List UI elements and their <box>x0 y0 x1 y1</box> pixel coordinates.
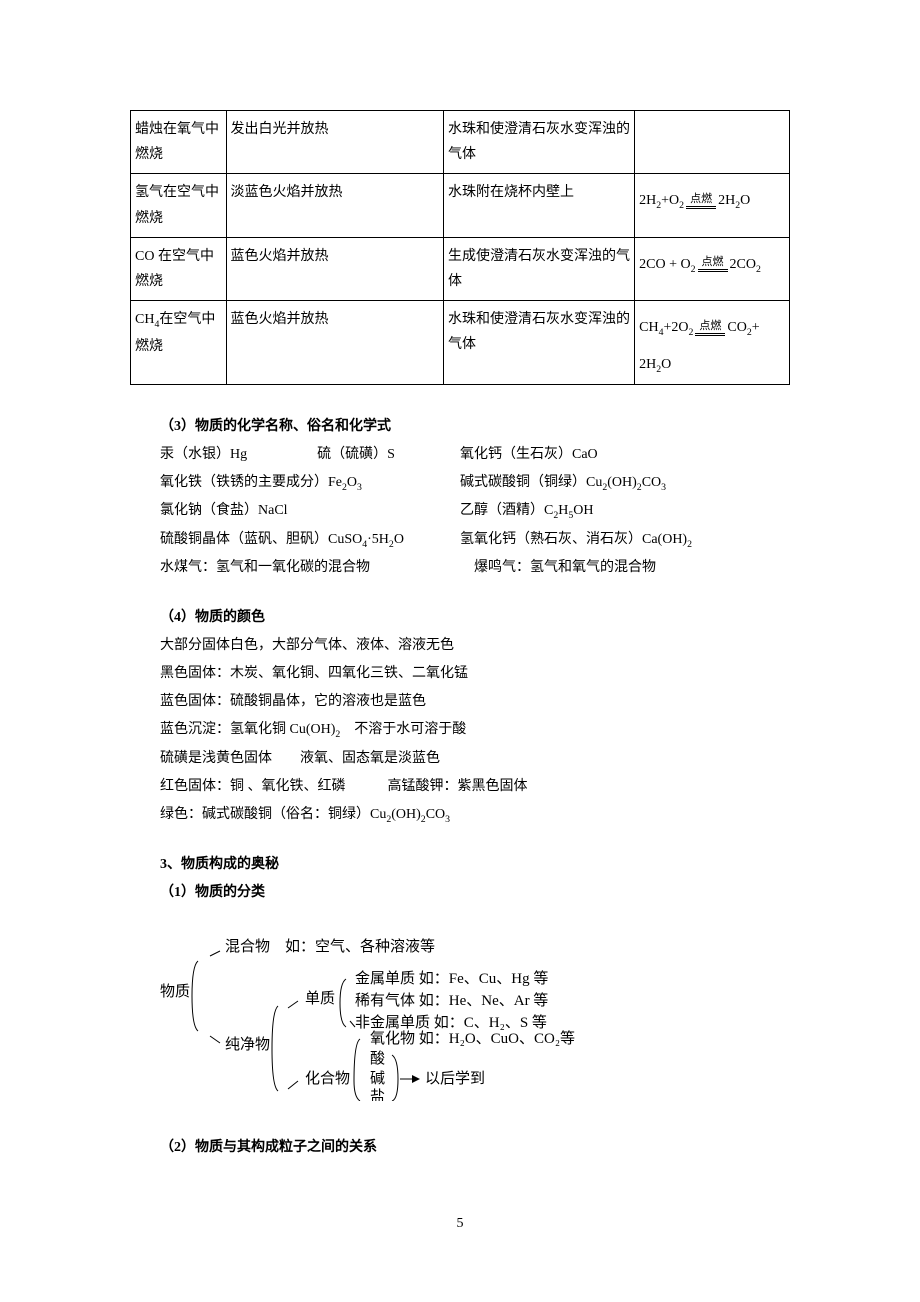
text: 氢氧化钙（熟石灰、消石灰）Ca(OH)2 <box>460 526 692 554</box>
text: 大部分固体白色，大部分气体、液体、溶液无色 <box>160 632 790 660</box>
sub-heading: （1）物质的分类 <box>160 879 790 907</box>
text: 硫酸铜晶体（蓝矾、胆矾）CuSO4·5H2O <box>160 526 460 554</box>
eq-left: 2CO + O2 <box>639 252 695 278</box>
section-4-colors: （4）物质的颜色 大部分固体白色，大部分气体、液体、溶液无色 黑色固体：木炭、氧… <box>130 604 790 829</box>
cell: 淡蓝色火焰并放热 <box>226 174 443 237</box>
eq-extra: 2H2O <box>639 352 671 378</box>
cell-equation <box>635 111 790 174</box>
tree-compound: 化合物 <box>305 1070 350 1087</box>
text: 氧化钙（生石灰）CaO <box>460 441 598 469</box>
tree-element: 单质 <box>305 990 335 1007</box>
text: 乙醇（酒精）C2H5OH <box>460 497 594 525</box>
cell-equation: CH4+2O2 点燃 CO2+ 2H2O <box>635 301 790 385</box>
tree-pure: 纯净物 <box>225 1036 270 1053</box>
tree-salt: 盐 <box>370 1088 385 1101</box>
cell: CO 在空气中燃烧 <box>131 237 227 300</box>
cell-equation: 2H2+O2 点燃 2H2O <box>635 174 790 237</box>
classification-tree-diagram: 物质 混合物 如：空气、各种溶液等 纯净物 单质 金属单质 如：Fe、Cu、Hg… <box>160 921 720 1101</box>
tree-root: 物质 <box>160 983 190 1000</box>
cell: 蜡烛在氧气中燃烧 <box>131 111 227 174</box>
table-row: CH4在空气中燃烧 蓝色火焰并放热 水珠和使澄清石灰水变浑浊的气体 CH4+2O… <box>131 301 790 385</box>
text: 爆鸣气：氢气和氧气的混合物 <box>460 554 656 582</box>
text: 水煤气：氢气和一氧化碳的混合物 <box>160 554 460 582</box>
ignite-icon: 点燃 <box>698 257 728 272</box>
text: 绿色：碱式碳酸铜（俗名：铜绿）Cu2(OH)2CO3 <box>160 801 790 829</box>
cell: 蓝色火焰并放热 <box>226 301 443 385</box>
cell: 水珠和使澄清石灰水变浑浊的气体 <box>444 111 635 174</box>
heading: （2）物质与其构成粒子之间的关系 <box>160 1134 790 1162</box>
eq-left: CH4+2O2 <box>639 315 693 341</box>
reactions-table: 蜡烛在氧气中燃烧 发出白光并放热 水珠和使澄清石灰水变浑浊的气体 氢气在空气中燃… <box>130 110 790 385</box>
cell: 水珠附在烧杯内壁上 <box>444 174 635 237</box>
table-row: CO 在空气中燃烧 蓝色火焰并放热 生成使澄清石灰水变浑浊的气体 2CO + O… <box>131 237 790 300</box>
tree-mixture: 混合物 如：空气、各种溶液等 <box>225 937 435 955</box>
eq-right: 2CO2 <box>730 252 761 278</box>
text: 硫磺是浅黄色固体 液氧、固态氧是淡蓝色 <box>160 745 790 773</box>
cell: 蓝色火焰并放热 <box>226 237 443 300</box>
heading: 3、物质构成的奥秘 <box>160 851 790 879</box>
cell: 生成使澄清石灰水变浑浊的气体 <box>444 237 635 300</box>
text: 氧化铁（铁锈的主要成分）Fe2O3 <box>160 469 460 497</box>
text: 黑色固体：木炭、氧化铜、四氧化三铁、二氧化锰 <box>160 660 790 688</box>
tree-base: 碱 <box>370 1070 385 1087</box>
section-3-names: （3）物质的化学名称、俗名和化学式 汞（水银）Hg 硫（硫磺）S 氧化钙（生石灰… <box>130 413 790 582</box>
eq-right: CO2+ <box>727 315 759 341</box>
section-6-particles: （2）物质与其构成粒子之间的关系 <box>130 1134 790 1162</box>
cell: 氢气在空气中燃烧 <box>131 174 227 237</box>
page-number: 5 <box>0 1216 920 1232</box>
cell: CH4在空气中燃烧 <box>131 301 227 385</box>
table-row: 氢气在空气中燃烧 淡蓝色火焰并放热 水珠附在烧杯内壁上 2H2+O2 点燃 2H… <box>131 174 790 237</box>
tree-nonmetal: 非金属单质 如：C、H₂、S 等 <box>355 1013 547 1031</box>
text: 蓝色固体：硫酸铜晶体，它的溶液也是蓝色 <box>160 688 790 716</box>
table-row: 蜡烛在氧气中燃烧 发出白光并放热 水珠和使澄清石灰水变浑浊的气体 <box>131 111 790 174</box>
ignite-icon: 点燃 <box>695 321 725 336</box>
text: 汞（水银）Hg 硫（硫磺）S <box>160 441 460 469</box>
section-5-classification: 3、物质构成的奥秘 （1）物质的分类 <box>130 851 790 907</box>
text: 碱式碳酸铜（铜绿）Cu2(OH)2CO3 <box>460 469 666 497</box>
tree-metal: 金属单质 如：Fe、Cu、Hg 等 <box>355 969 548 987</box>
eq-right: 2H2O <box>718 188 750 214</box>
cell-equation: 2CO + O2 点燃 2CO2 <box>635 237 790 300</box>
heading: （3）物质的化学名称、俗名和化学式 <box>160 413 790 441</box>
tree-oxide: 氧化物 如：H₂O、CuO、CO₂等 <box>370 1029 575 1047</box>
cell: 水珠和使澄清石灰水变浑浊的气体 <box>444 301 635 385</box>
ignite-icon: 点燃 <box>686 194 716 209</box>
text: 氯化钠（食盐）NaCl <box>160 497 460 525</box>
tree-noble: 稀有气体 如：He、Ne、Ar 等 <box>355 991 548 1009</box>
tree-later: 以后学到 <box>425 1070 485 1087</box>
heading: （4）物质的颜色 <box>160 604 790 632</box>
text: 蓝色沉淀：氢氧化铜 Cu(OH)2 不溶于水可溶于酸 <box>160 716 790 744</box>
text: 红色固体：铜 、氧化铁、红磷 高锰酸钾：紫黑色固体 <box>160 773 790 801</box>
eq-left: 2H2+O2 <box>639 188 684 214</box>
cell: 发出白光并放热 <box>226 111 443 174</box>
tree-acid: 酸 <box>370 1050 385 1067</box>
